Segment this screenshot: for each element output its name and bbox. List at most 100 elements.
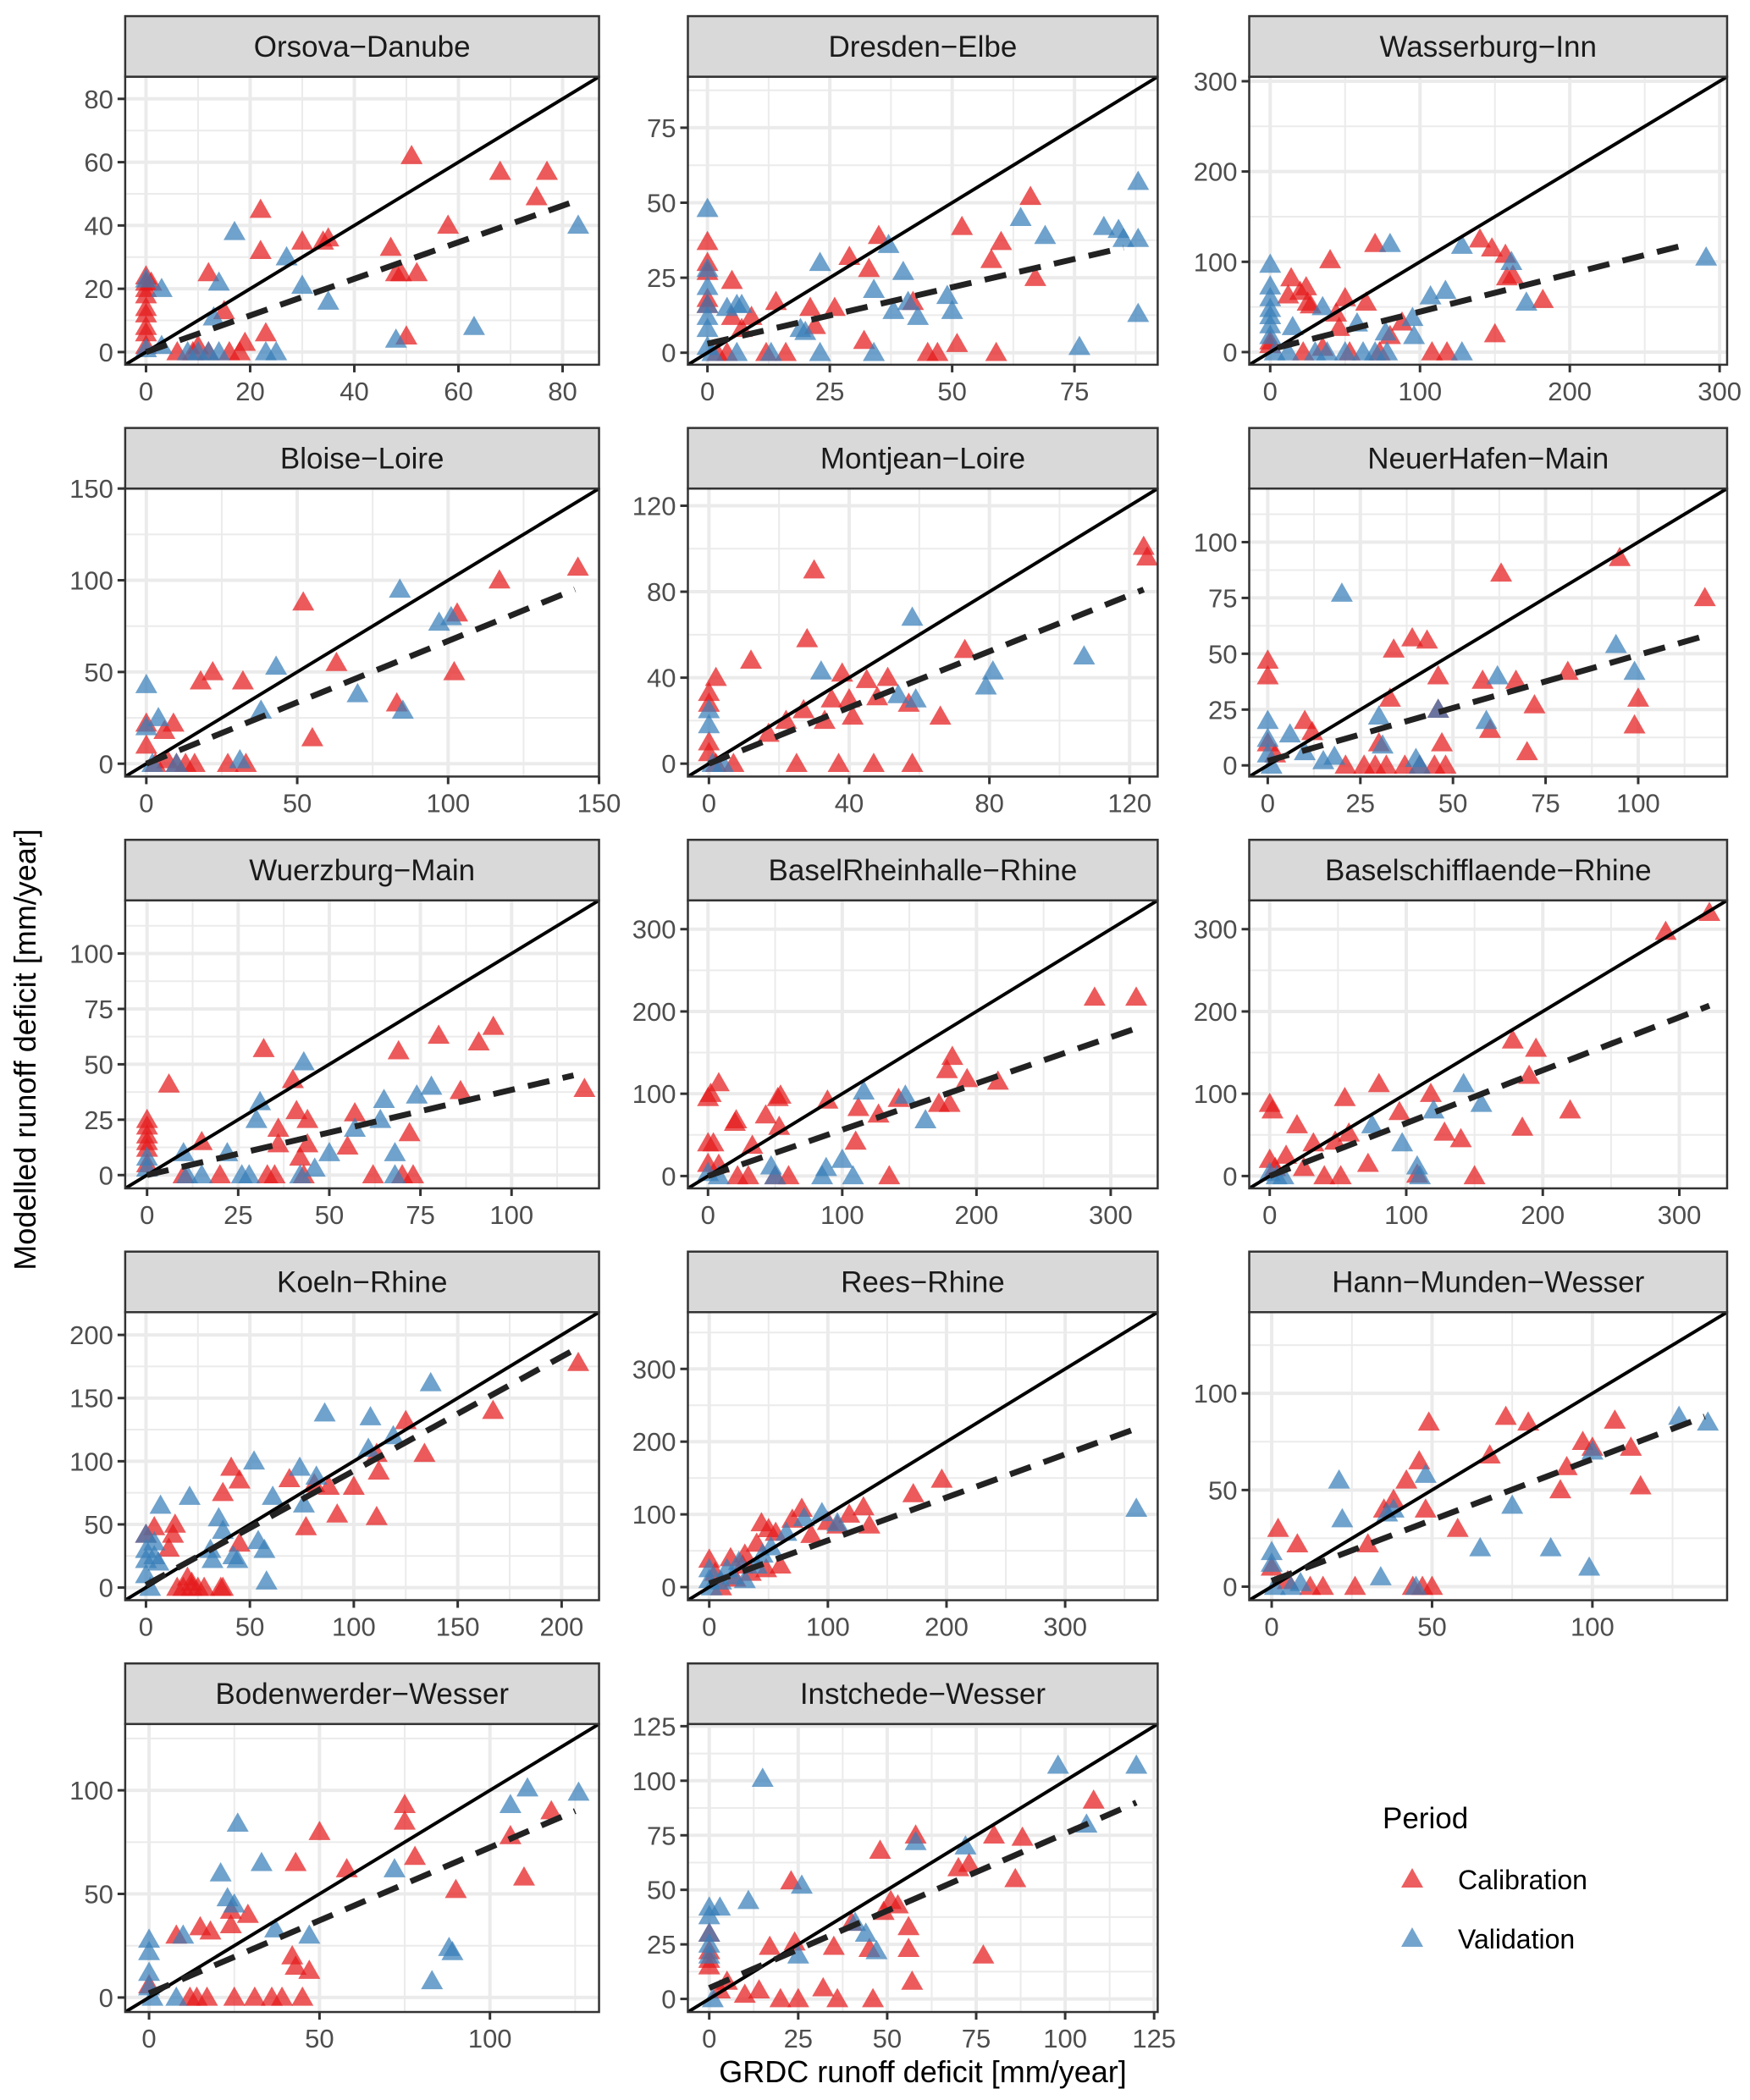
point-calibration	[249, 198, 272, 218]
strip-title: Instchede−Wesser	[800, 1678, 1046, 1711]
point-calibration	[972, 1944, 995, 1964]
point-validation	[250, 699, 273, 719]
x-tick-label: 0	[702, 1612, 716, 1642]
point-calibration	[769, 1987, 792, 2008]
x-tick-label: 50	[305, 2024, 334, 2053]
point-calibration	[1483, 322, 1506, 343]
point-calibration	[183, 752, 206, 773]
y-tick-label: 0	[1223, 1573, 1237, 1602]
x-tick-label: 100	[1398, 377, 1442, 406]
point-validation	[1434, 279, 1457, 300]
legend: Period Calibration Validation	[1383, 1802, 1587, 1954]
y-tick-label: 0	[661, 1573, 676, 1602]
point-validation	[1486, 664, 1509, 685]
point-calibration	[1629, 1474, 1652, 1495]
y-tick-label: 150	[69, 1384, 113, 1414]
point-validation	[238, 1164, 261, 1184]
point-validation	[317, 290, 340, 310]
point-validation	[1272, 1165, 1295, 1185]
x-tick-label: 25	[815, 377, 844, 406]
point-calibration	[1434, 754, 1457, 774]
y-tick-label: 0	[661, 1985, 676, 2015]
point-validation	[1697, 1411, 1720, 1431]
point-validation	[250, 1851, 273, 1871]
x-tick-label: 0	[701, 1200, 715, 1230]
point-calibration	[1416, 629, 1438, 649]
point-calibration	[135, 322, 157, 342]
y-tick-label: 50	[84, 1050, 113, 1079]
point-calibration	[213, 300, 235, 320]
point-calibration	[401, 1164, 424, 1184]
y-tick-label: 100	[69, 940, 113, 969]
x-tick-label: 150	[436, 1612, 480, 1642]
point-validation	[202, 306, 225, 326]
x-tick-label: 50	[1417, 1612, 1446, 1642]
x-tick-label: 200	[954, 1200, 998, 1230]
point-calibration	[199, 1920, 222, 1940]
point-calibration	[1518, 1064, 1541, 1084]
point-validation	[894, 1084, 917, 1104]
point-validation	[245, 1108, 268, 1128]
strip-background	[1248, 838, 1729, 901]
x-tick-label: 40	[340, 377, 368, 406]
point-calibration	[951, 215, 974, 235]
point-validation	[298, 1924, 321, 1944]
point-calibration	[1267, 1518, 1289, 1537]
point-validation	[1289, 1571, 1312, 1591]
y-tick-label: 100	[1194, 247, 1238, 277]
point-calibration	[254, 322, 277, 342]
point-calibration	[278, 1468, 301, 1487]
point-validation	[384, 328, 407, 348]
y-tick-label: 50	[84, 1510, 113, 1540]
point-validation	[289, 1164, 312, 1184]
point-calibration	[791, 1497, 814, 1517]
y-tick-label: 60	[84, 148, 113, 178]
point-calibration	[157, 1072, 180, 1093]
point-calibration	[826, 1987, 849, 2008]
point-validation	[1125, 1754, 1148, 1774]
point-calibration	[1626, 687, 1649, 707]
strip-title: NeuerHafen−Main	[1367, 442, 1609, 475]
y-tick-label: 25	[84, 1105, 113, 1135]
point-validation	[359, 1406, 382, 1425]
point-calibration	[1421, 1575, 1444, 1596]
point-calibration	[1294, 709, 1317, 730]
point-validation	[1578, 1556, 1601, 1576]
point-calibration	[344, 1101, 367, 1122]
x-tick-label: 100	[1043, 2024, 1087, 2053]
point-calibration	[289, 1146, 312, 1166]
point-validation	[904, 688, 927, 708]
x-tick-label: 200	[539, 1612, 583, 1642]
point-calibration	[482, 1015, 505, 1035]
point-calibration	[1463, 1165, 1486, 1185]
point-validation	[1261, 1552, 1284, 1572]
point-validation	[1127, 302, 1150, 322]
point-calibration	[404, 1845, 427, 1866]
point-calibration	[941, 1045, 963, 1066]
x-tick-label: 25	[224, 1200, 252, 1230]
y-tick-label: 80	[647, 577, 676, 607]
point-calibration	[902, 1483, 925, 1502]
point-validation	[313, 1402, 336, 1422]
one-to-one-line	[124, 488, 599, 777]
point-calibration	[1293, 1156, 1316, 1177]
y-tick-label: 0	[99, 338, 113, 367]
point-validation	[172, 1924, 195, 1944]
point-calibration	[1532, 289, 1554, 308]
point-calibration	[1313, 1165, 1336, 1185]
point-validation	[936, 284, 958, 305]
point-validation	[1259, 275, 1282, 295]
point-validation	[1331, 1507, 1354, 1528]
point-validation	[1372, 734, 1394, 754]
x-tick-label: 100	[426, 788, 470, 818]
strip-title: Bloise−Loire	[280, 442, 444, 475]
panel-4: Montjean−Loire 0 40 80 120 0 40 80 120	[632, 427, 1159, 818]
point-calibration	[1334, 754, 1357, 774]
point-validation	[1695, 245, 1718, 266]
one-to-one-line	[124, 900, 599, 1188]
point-validation	[882, 300, 905, 319]
point-validation	[1409, 1165, 1432, 1185]
y-tick-label: 0	[1223, 1161, 1237, 1191]
point-calibration	[267, 1117, 290, 1138]
point-validation	[1403, 324, 1426, 344]
